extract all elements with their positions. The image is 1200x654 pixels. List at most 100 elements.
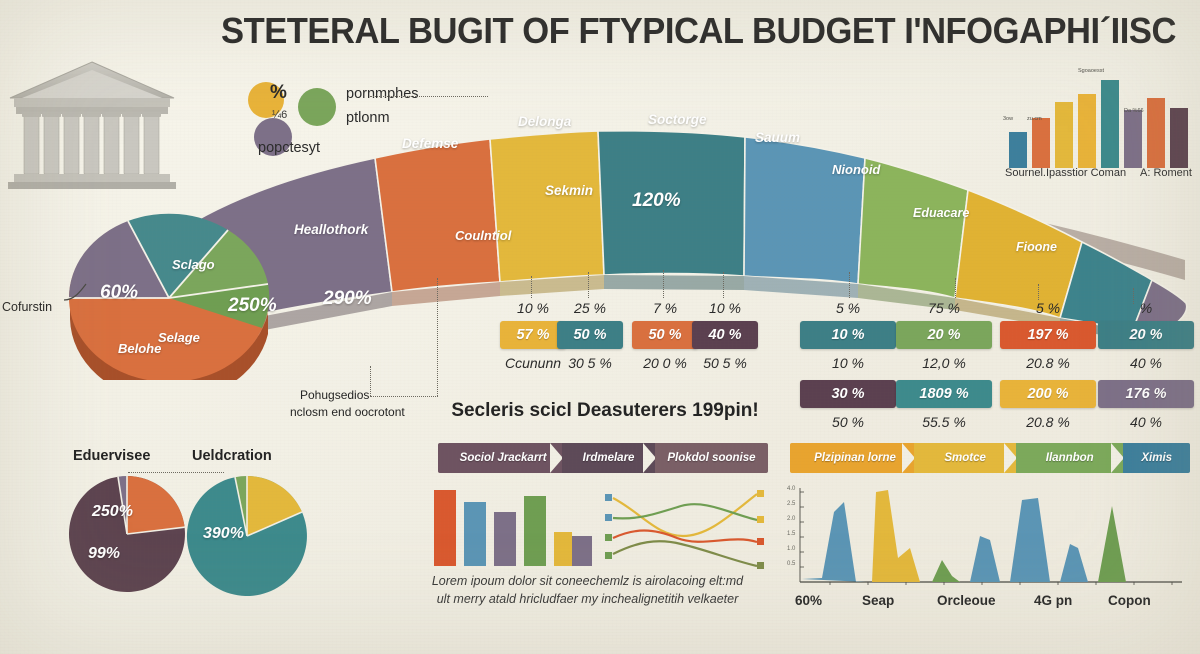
- pct-bot-r7: 40 %: [1130, 414, 1162, 430]
- legend: % ¼6 pornmphes ptlonm popctesyt: [248, 78, 458, 170]
- callout-pohugsedios: Pohugsedios: [300, 388, 370, 402]
- callout-dash-h: [370, 396, 438, 397]
- pct-bot-l0: Ccununn: [504, 355, 562, 371]
- page-title: STETERAL BUGIT OF FTYPICAL BUDGET I'NFOG…: [221, 10, 1176, 51]
- legend-swatch-0: [248, 82, 284, 118]
- pct-box-l2[interactable]: 50 %: [632, 321, 698, 349]
- pct-cell-l1: 25 % 50 % 30 5 %: [557, 300, 623, 371]
- fan-label-sekmin: Sekmin: [545, 183, 594, 198]
- chevron-arrow-icon-5: [1111, 443, 1125, 473]
- fan-label-defemse: Defemse: [402, 136, 459, 151]
- pct-top-l1: 25 %: [574, 300, 606, 316]
- pct-leader-3: [723, 272, 724, 298]
- chevron-arrow-icon-2: [642, 443, 656, 473]
- pct-box-r5[interactable]: 1809 %: [896, 380, 992, 408]
- pct-cell-r6: 200 % 20.8 %: [1000, 380, 1096, 430]
- pct-bot-r4: 50 %: [832, 414, 864, 430]
- pct-top-r3: %: [1139, 300, 1153, 316]
- top-right-series-label: Sgoaoesst: [1078, 68, 1104, 74]
- fan-value-120: 120%: [632, 190, 681, 211]
- area-x-label-2: Orcleoue: [937, 593, 996, 608]
- pct-bot-l3: 50 5 %: [703, 355, 747, 371]
- pct-box-r4[interactable]: 30 %: [800, 380, 896, 408]
- right-chevron-label-2: Ilannbon: [1045, 452, 1094, 464]
- pct-leader-6: [1038, 284, 1039, 300]
- pct-box-l1[interactable]: 50 %: [557, 321, 623, 349]
- pie-label-0-1: 99%: [88, 545, 121, 562]
- right-chevron-label-3: Ximis: [1141, 452, 1173, 464]
- pct-bot-r6: 20.8 %: [1026, 414, 1070, 430]
- pct-leader-7: [1133, 288, 1134, 304]
- bottom-right-area-chart: [799, 488, 1182, 585]
- area-x-label-4: Copon: [1108, 593, 1151, 608]
- right-chevron-3[interactable]: Ximis: [1123, 443, 1190, 473]
- pct-leader-0: [531, 276, 532, 298]
- pct-bot-r5: 55.5 %: [922, 414, 966, 430]
- area-y-tick-2: 2.0: [787, 516, 796, 522]
- fan-label-coulntiol: Coulntiol: [455, 228, 512, 243]
- fan-label-sauum: Sauum: [755, 130, 801, 145]
- fan-label-belohe: Belohe: [118, 341, 162, 356]
- pct-top-r2: 5 %: [1035, 300, 1061, 316]
- pct-cell-l3: 10 % 40 % 50 5 %: [692, 300, 758, 371]
- pie-title-1: Ueldcration: [192, 448, 272, 464]
- mid-chevron-2[interactable]: Plokdol soonise: [654, 443, 768, 473]
- temple-building-icon: [6, 58, 178, 190]
- bottom-pie-chart-1: [186, 475, 307, 596]
- pct-bot-l1: 30 5 %: [568, 355, 612, 371]
- fan-label-sclago: Sclago: [172, 257, 215, 272]
- mid-chevron-label-2: Plokdol soonise: [667, 452, 756, 464]
- pie-label-1-0: 390%: [203, 525, 244, 542]
- area-y-tick-3: 1.5: [787, 531, 796, 537]
- chevron-arrow-icon-3: [902, 443, 916, 473]
- mid-bar-chart: [434, 490, 572, 566]
- mid-caption: Lorem ipoum dolor sit coneechemlz is air…: [415, 572, 760, 608]
- mid-chevron-1[interactable]: Irdmelare: [562, 443, 656, 473]
- pct-box-l0[interactable]: 57 %: [500, 321, 566, 349]
- pct-box-r1[interactable]: 20 %: [896, 321, 992, 349]
- pct-cell-r4: 30 % 50 %: [800, 380, 896, 430]
- pct-box-r0[interactable]: 10 %: [800, 321, 896, 349]
- legend-connector-line: [370, 96, 488, 97]
- pct-box-r7[interactable]: 176 %: [1098, 380, 1194, 408]
- legend-swatch-2: [254, 118, 292, 156]
- legend-sub-1: ptlonm: [346, 110, 390, 126]
- callout-cofurstin: Cofurstin: [2, 300, 53, 314]
- pct-box-r6[interactable]: 200 %: [1000, 380, 1096, 408]
- pct-top-r1: 75 %: [928, 300, 960, 316]
- pct-cell-r2: 5 % 197 % 20.8 %: [1000, 300, 1096, 371]
- pie-connector-dash: [128, 472, 224, 473]
- pct-box-r3[interactable]: 20 %: [1098, 321, 1194, 349]
- legend-label-0: %: [270, 82, 287, 103]
- pct-leader-2: [663, 270, 664, 298]
- pct-leader-1: [588, 272, 589, 298]
- pct-bot-r1: 12,0 %: [922, 355, 966, 371]
- top-right-tick-0: 3ow: [1003, 116, 1014, 122]
- caption-line-2: ult merry atald hricludfaer my inchealig…: [436, 592, 739, 606]
- pct-cell-r7: 176 % 40 %: [1098, 380, 1194, 430]
- caption-line-1: Lorem ipoum dolor sit coneechemlz is air…: [431, 574, 744, 588]
- fan-value-250: 250%: [228, 295, 277, 316]
- pct-top-l2: 7 %: [652, 300, 678, 316]
- pct-box-r2[interactable]: 197 %: [1000, 321, 1096, 349]
- callout-dash-v: [437, 278, 438, 396]
- right-chevron-0[interactable]: Plzipinan lorne: [790, 443, 916, 473]
- pct-cell-r5: 1809 % 55.5 %: [896, 380, 992, 430]
- mid-chevron-label-0: Sociol Jrackarrt: [459, 452, 547, 464]
- callout-nclosm: nclosm end oocrotont: [290, 405, 405, 419]
- right-chevron-1[interactable]: Smotce: [914, 443, 1018, 473]
- chevron-arrow-icon-4: [1004, 443, 1018, 473]
- area-y-tick-1: 2.5: [787, 501, 796, 507]
- mid-chevron-0[interactable]: Sociol Jrackarrt: [438, 443, 564, 473]
- right-chevron-label-0: Plzipinan lorne: [814, 452, 896, 464]
- pct-top-r0: 5 %: [835, 300, 861, 316]
- source-note: Sournel.Ipasstior Coman: [1005, 167, 1127, 179]
- fan-label-fioone: Fioone: [1016, 240, 1057, 254]
- pct-box-l3[interactable]: 40 %: [692, 321, 758, 349]
- right-chevron-2[interactable]: Ilannbon: [1016, 443, 1125, 473]
- area-y-tick-0: 4.0: [787, 486, 796, 492]
- fan-label-eduacare: Eduacare: [913, 206, 970, 220]
- top-right-bar-chart: [1009, 80, 1188, 168]
- pct-cell-r1: 75 % 20 % 12,0 %: [896, 300, 992, 371]
